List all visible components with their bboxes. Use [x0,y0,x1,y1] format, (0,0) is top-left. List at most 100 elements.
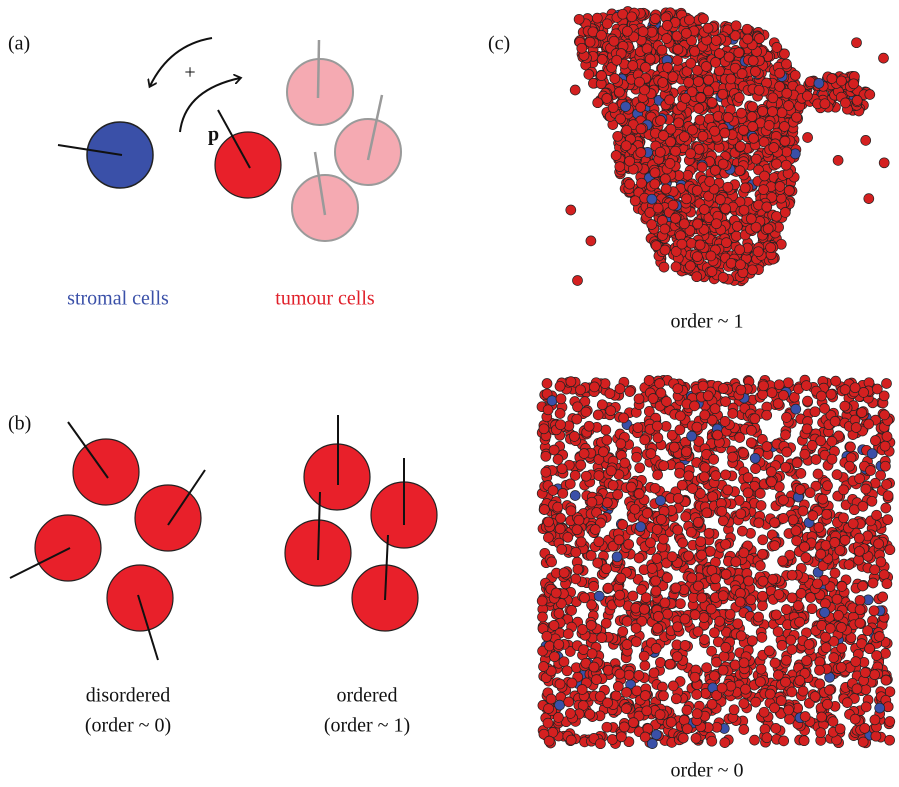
cell-dot [707,98,717,108]
cell-dot [687,573,697,583]
cell-dot [700,410,710,420]
cell-dot [830,537,840,547]
tumour-cell-faded [335,119,401,185]
cell-dot [836,76,846,86]
cell-dot [805,488,815,498]
cell-dot [605,389,615,399]
cell-dot [852,95,862,105]
cell-dot [706,251,716,261]
cell-dot [711,35,721,45]
cell-dot [753,247,763,257]
cell-dot [781,160,791,170]
cell-dot [686,149,696,159]
cell-dot [816,549,826,559]
cell-dot [636,148,646,158]
cell-dot [642,508,652,518]
cell-dot [718,272,728,282]
cell-dot [632,452,642,462]
cell-dot [867,496,877,506]
cell-dot [729,705,739,715]
cell-dot [800,542,810,552]
cell-dot [711,219,721,229]
cell-dot [567,678,577,688]
cell-dot [690,46,700,56]
cell-dot [708,492,718,502]
cell-dot [589,382,599,392]
cell-dot [807,440,817,450]
cell-dot [801,381,811,391]
cell-dot [872,384,882,394]
cell-dot [726,74,736,84]
cell-dot [541,451,551,461]
cell-dot [693,77,703,87]
cell-dot [766,467,776,477]
cell-dot [710,165,720,175]
cell-dot [566,506,576,516]
cell-dot [659,534,669,544]
cell-dot [813,469,823,479]
cell-dot [556,394,566,404]
cell-dot [634,553,644,563]
cell-dot [718,665,728,675]
cell-dot [739,205,749,215]
cell-dot [577,685,587,695]
cell-dot [845,461,855,471]
caption: (order ~ 0) [85,715,171,737]
cell-dot [881,675,891,685]
cell-dot [598,447,608,457]
cell-dot [833,610,843,620]
cell-dot [802,656,812,666]
cell-dot [699,205,709,215]
cell-dot [787,645,797,655]
cell-dot [633,423,643,433]
cell-dot [590,525,600,535]
caption: order ~ 0 [670,760,743,782]
cell-dot [658,77,668,87]
cell-dot [581,407,591,417]
cell-dot [646,538,656,548]
cell-dot [882,579,892,589]
cell-dot [854,546,864,556]
cell-dot [554,608,564,618]
cell-dot [738,448,748,458]
cell-dot [572,525,582,535]
cell-dot [818,494,828,504]
cell-dot [675,411,685,421]
cell-dot [770,658,780,668]
cell-dot [839,485,849,495]
cell-dot [825,623,835,633]
cell-dot [750,735,760,745]
cell-dot [668,200,678,210]
cell-dot [881,503,891,513]
cell-dot [879,570,889,580]
cell-dot [580,593,590,603]
cell-dot [711,57,721,67]
cell-dot [730,660,740,670]
cell-dot [785,714,795,724]
cell-dot [669,442,679,452]
cell-dot [606,406,616,416]
caption: ordered [336,685,397,707]
cell-dot [758,601,768,611]
cell-dot [792,112,802,122]
cell-dot [820,404,830,414]
cell-dot [616,573,626,583]
cell-dot [619,413,629,423]
cell-dot [735,260,745,270]
cell-dot [637,178,647,188]
cell-dot [601,425,611,435]
cell-dot [551,588,561,598]
cell-dot [660,174,670,184]
tumour-cell [73,439,139,505]
cell-dot [692,690,702,700]
cell-dot [762,410,772,420]
cell-dot [673,44,683,54]
cell-dot [854,533,864,543]
cell-dot [660,224,670,234]
cell-dot [647,563,657,573]
cell-dot [642,44,652,54]
cell-dot [808,511,818,521]
cell-dot [614,87,624,97]
cell-dot [848,519,858,529]
cell-dot [662,573,672,583]
